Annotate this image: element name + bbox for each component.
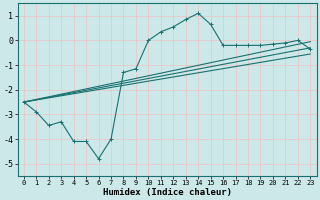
X-axis label: Humidex (Indice chaleur): Humidex (Indice chaleur): [103, 188, 232, 197]
